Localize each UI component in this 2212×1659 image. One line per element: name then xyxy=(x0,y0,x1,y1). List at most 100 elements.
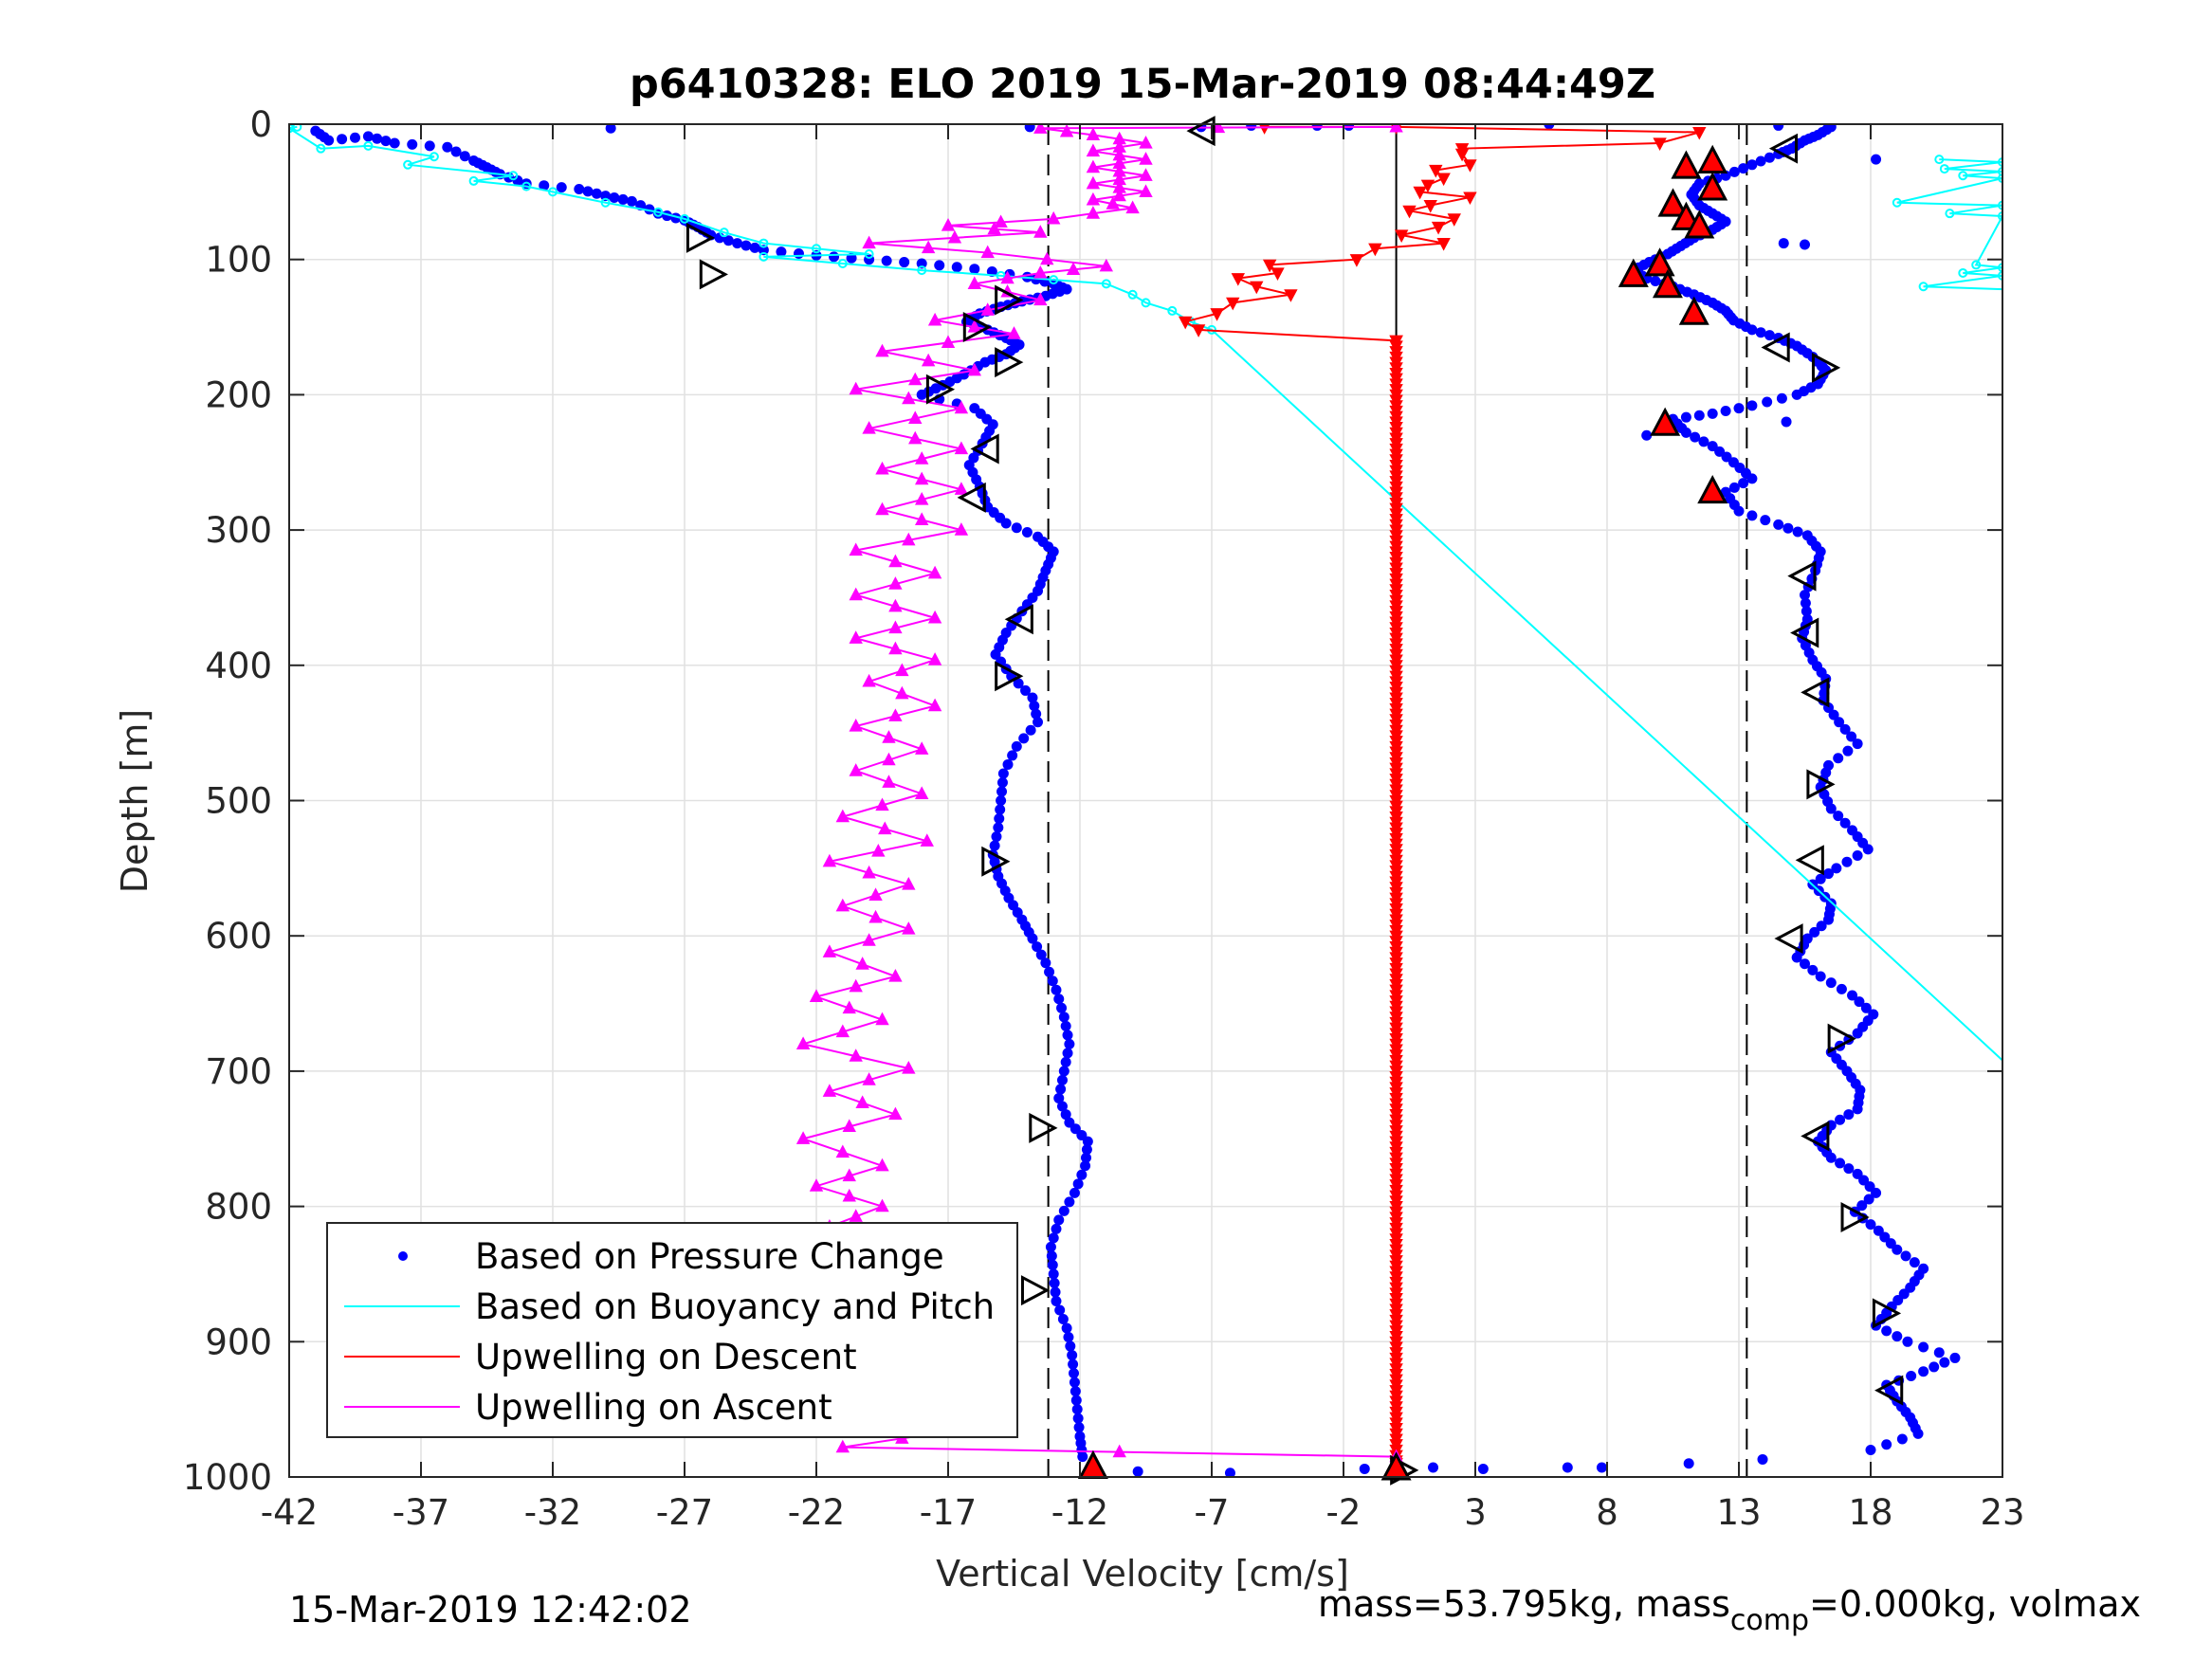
open_left-marker xyxy=(1790,617,1819,648)
pressure_descent-point xyxy=(829,251,840,263)
buoyancy_surface-point xyxy=(429,152,439,162)
ascent-point xyxy=(862,421,876,434)
red_up-marker xyxy=(1650,407,1681,436)
ascent-point xyxy=(849,1209,863,1222)
descent-point xyxy=(1402,205,1417,219)
pressure_ascent-point xyxy=(1918,1341,1929,1353)
open_right-marker xyxy=(1840,1202,1870,1233)
ascent-point xyxy=(875,1198,889,1212)
pressure_ascent-point xyxy=(1906,1370,1917,1381)
open_right-marker xyxy=(1872,1298,1902,1329)
pressure_ascent-point xyxy=(1755,155,1766,167)
ascent-point xyxy=(967,319,981,333)
descent-point xyxy=(1226,297,1240,311)
ascent-point xyxy=(849,1048,863,1062)
ascent-point xyxy=(980,302,995,316)
pressure_ascent-point xyxy=(1834,717,1845,728)
pressure_descent-point xyxy=(1053,994,1065,1005)
pressure_descent-point xyxy=(1051,1295,1062,1306)
pressure_ascent-point xyxy=(1738,478,1749,489)
ascent-point xyxy=(1112,139,1126,153)
pressure_descent-point xyxy=(1064,1196,1075,1208)
pressure_ascent-point xyxy=(1800,958,1810,970)
ascent-point xyxy=(908,410,923,424)
buoyancy_rhs-point xyxy=(1998,200,2002,210)
ascent-point xyxy=(1033,124,1048,134)
x-tick-label: -12 xyxy=(1051,1492,1108,1533)
chart-title: p6410328: ELO 2019 15-Mar-2019 08:44:49Z xyxy=(630,61,1655,108)
pressure_descent-point xyxy=(600,191,612,202)
y-axis-label: Depth [m] xyxy=(114,709,155,894)
ascent-point xyxy=(920,833,934,847)
pressure_descent-point xyxy=(1029,701,1040,712)
pressure_scatter-point xyxy=(1477,1463,1489,1474)
pressure_descent-point xyxy=(582,186,594,197)
pressure_descent-point xyxy=(899,257,910,268)
ascent-point xyxy=(1086,127,1101,141)
ascent-point xyxy=(1389,124,1403,133)
buoyancy_rhs-point xyxy=(1918,282,1929,292)
pressure_descent-point xyxy=(626,195,637,207)
descent-point xyxy=(1210,308,1224,321)
pressure_scatter-point xyxy=(1132,1466,1143,1477)
pressure_descent-point xyxy=(993,822,1004,833)
pressure_ascent-point xyxy=(1841,856,1853,867)
pressure_ascent-point xyxy=(1733,505,1745,517)
open_right-marker xyxy=(686,222,716,253)
pressure_scatter-point xyxy=(1871,154,1882,165)
red_up-marker xyxy=(1678,296,1709,325)
ascent-point xyxy=(888,554,903,568)
ascent-point xyxy=(822,944,837,957)
ascent-point xyxy=(888,620,903,634)
ascent-point xyxy=(795,1036,811,1049)
ascent-point xyxy=(862,933,876,946)
pressure_descent-point xyxy=(1018,733,1030,744)
open_right-marker xyxy=(981,846,1011,877)
pressure_ascent-point xyxy=(1825,1152,1837,1163)
pressure_descent-point xyxy=(591,188,602,199)
pressure_ascent-point xyxy=(1800,597,1811,609)
ascent-point xyxy=(878,821,892,835)
red_up-marker xyxy=(1644,247,1675,277)
pressure_ascent-point xyxy=(1912,1428,1924,1439)
buoyancy_surface-point xyxy=(864,248,874,259)
descent-point xyxy=(1349,254,1364,267)
ascent-point xyxy=(875,797,889,811)
red_up-marker xyxy=(1697,474,1728,504)
ascent-point xyxy=(795,1131,811,1144)
ascent-point xyxy=(927,652,942,665)
pressure_descent-point xyxy=(1080,1160,1091,1172)
pressure_descent-point xyxy=(1062,1048,1073,1059)
pressure_descent-point xyxy=(1035,949,1047,960)
descent-point xyxy=(1271,267,1285,281)
pressure_ascent-point xyxy=(1825,977,1837,989)
buoyancy_rhs-point xyxy=(1958,171,1968,181)
y-tick-label: 800 xyxy=(205,1187,272,1228)
pressure_ascent-point xyxy=(1828,709,1839,720)
pressure_descent-point xyxy=(1069,1187,1080,1198)
footer-mass-rest: =0.000kg, volmax xyxy=(1809,1583,2142,1625)
pressure_ascent-point xyxy=(1896,1433,1908,1445)
buoyancy_surface-point xyxy=(719,228,729,238)
buoyancy_surface-point xyxy=(1167,305,1178,316)
ascent-point xyxy=(855,957,869,970)
pressure_descent-point xyxy=(881,255,892,266)
x-tick-label: 18 xyxy=(1848,1492,1892,1533)
pressure_descent-point xyxy=(389,137,400,149)
ascent-point xyxy=(1112,155,1126,169)
ascent-point xyxy=(941,335,956,349)
ascent-point xyxy=(1033,225,1048,238)
red_up-marker xyxy=(1652,269,1683,299)
ascent-point xyxy=(895,663,909,677)
y-tick-label: 100 xyxy=(205,240,272,281)
open_right-marker xyxy=(995,661,1024,692)
pressure_descent-point xyxy=(323,135,335,146)
descent-point xyxy=(1447,213,1461,227)
pressure_descent-point xyxy=(989,840,1000,851)
pressure_ascent-point xyxy=(1746,473,1758,484)
pressure_descent-point xyxy=(1027,692,1038,703)
pressure_ascent-point xyxy=(1650,276,1661,287)
x-tick-label: 8 xyxy=(1596,1492,1618,1533)
descent-point xyxy=(1692,126,1707,140)
buoyancy_rhs-point xyxy=(1945,209,1955,219)
